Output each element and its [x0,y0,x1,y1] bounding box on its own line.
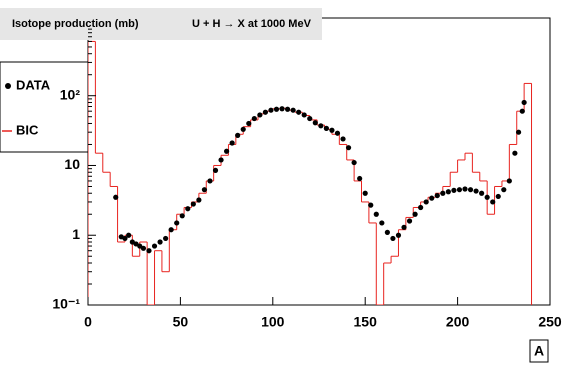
data-point [240,126,246,132]
data-point [235,132,241,138]
x-label-box [529,339,549,363]
data-point [301,112,307,118]
data-point [224,148,230,154]
x-tick-label: 150 [354,314,378,330]
data-point [521,99,527,106]
data-point [440,190,446,196]
data-point [140,245,147,251]
data-point [418,204,424,211]
data-point [163,235,169,242]
x-axis-label: A [534,343,544,359]
data-point [373,211,379,217]
data-point [519,108,525,114]
x-tick-label: 0 [84,314,92,330]
x-tick-label: 100 [261,314,285,330]
data-point [312,120,318,126]
data-point [368,202,374,208]
y-tick-label: 10 [64,156,80,172]
data-point [146,248,152,254]
data-point [384,229,390,235]
data-point [506,178,512,184]
plot-frame [87,17,551,306]
data-point [515,129,522,135]
data-point [423,199,429,205]
data-point [357,175,363,182]
data-point [273,106,280,112]
data-point [429,195,435,201]
data-point [257,112,263,118]
data-point [251,115,257,122]
chart-title: Isotope production (mb) [12,18,139,30]
data-point [467,187,474,193]
data-point [395,232,402,238]
data-point [479,190,485,196]
data-point [122,235,128,242]
y-tick-label: 1 [72,226,80,242]
data-point [279,106,285,112]
data-point [390,235,396,242]
data-point [323,125,329,131]
data-point [229,140,235,146]
data-point [495,193,501,200]
data-point [351,159,357,166]
data-point [196,197,202,203]
data-point [434,192,440,199]
data-point [334,130,341,136]
data-point [406,218,413,224]
data-point [462,186,468,192]
data-point [201,187,208,193]
data-point [318,123,324,129]
data-point [262,109,269,115]
data-point [179,213,185,219]
y-tick-label: 10² [60,86,81,102]
plot-area [88,40,533,305]
x-tick-label: 200 [446,314,470,330]
legend-marker [5,83,11,89]
data-point [207,178,213,184]
data-point [290,107,296,113]
y-tick-label: 10⁻¹ [52,296,80,312]
data-point [307,115,313,122]
data-point [379,220,385,226]
data-point [157,239,163,245]
data-point [484,194,490,200]
data-point [340,136,346,142]
data-point [512,150,518,156]
data-point [268,107,274,113]
data-point [246,120,252,127]
x-tick-label: 50 [173,314,189,330]
data-point [490,199,496,205]
data-point [185,206,191,212]
data-point [284,106,291,112]
title-box [0,8,322,40]
data-point [296,109,302,115]
data-point [329,127,335,133]
data-point [151,243,158,249]
data-point [412,211,418,217]
legend-label: DATA [16,77,51,92]
data-point [168,227,174,233]
data-point [113,194,119,200]
data-point [212,167,219,173]
data-point [218,157,224,163]
data-point [445,189,451,195]
data-point [456,187,463,193]
data-point [362,190,368,196]
data-point [401,224,407,230]
data-point [501,187,507,193]
data-point [451,187,457,193]
legend-label: BIC [16,122,39,137]
data-point [345,145,352,151]
data-point [473,188,479,194]
data-point [174,220,180,226]
data-point [126,232,132,238]
legend-box [0,61,89,153]
chart-subtitle: U + H → X at 1000 MeV [192,18,312,30]
data-point [190,201,196,207]
x-tick-label: 250 [538,314,562,330]
